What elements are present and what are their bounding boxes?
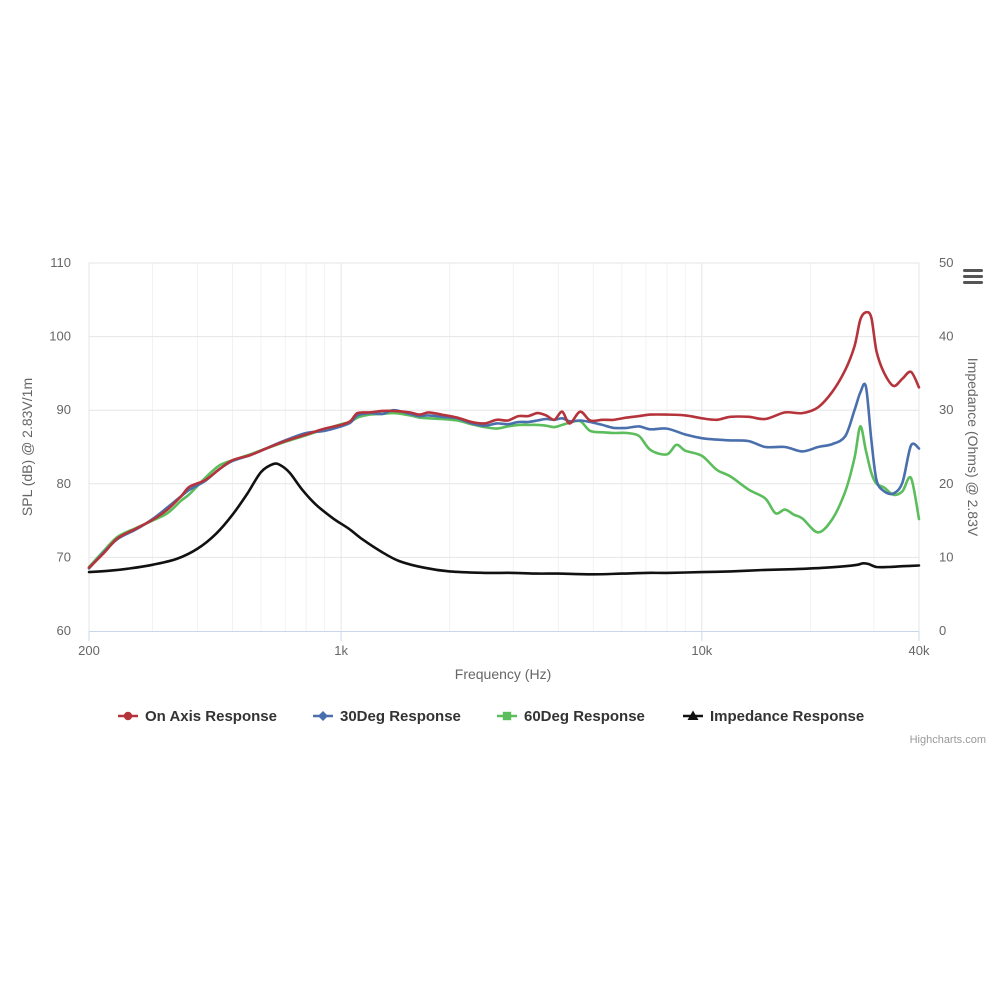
menu-bar	[963, 281, 983, 284]
y-tick-label: 100	[49, 329, 71, 344]
legend-circle-marker	[123, 711, 133, 721]
series-area	[87, 310, 921, 576]
x-tick-label: 200	[78, 643, 100, 658]
y2-tick-label: 0	[939, 623, 946, 638]
x-tick-label: 40k	[909, 643, 930, 658]
y-tick-label: 90	[57, 402, 71, 417]
menu-bar	[963, 269, 983, 272]
y-axis-title: SPL (dB) @ 2.83V/1m	[19, 378, 35, 516]
legend-item-on-axis-response[interactable]: On Axis Response	[118, 708, 277, 725]
y2-tick-label: 50	[939, 255, 953, 270]
y-tick-label: 80	[57, 476, 71, 491]
gridlines	[88, 262, 920, 631]
legend-item-impedance-response[interactable]: Impedance Response	[683, 708, 864, 725]
y2-tick-label: 20	[939, 476, 953, 491]
x-tick-label: 10k	[691, 643, 712, 658]
on-axis-response-line	[87, 310, 921, 569]
x-axis-title: Frequency (Hz)	[455, 666, 551, 682]
legend-label: Impedance Response	[710, 708, 864, 725]
axes: 200 1k 10k 40k 60 70 80 90 100 110 0 10 20 30 40 50	[49, 255, 953, 658]
legend-square-marker	[502, 711, 512, 721]
y-tick-label: 110	[50, 255, 71, 270]
y2-tick-label: 40	[939, 329, 953, 344]
60deg-response-line	[87, 411, 921, 569]
legend-triangle-marker	[687, 710, 699, 720]
legend-item-60deg-response[interactable]: 60Deg Response	[497, 708, 645, 725]
legend-label: 60Deg Response	[524, 708, 645, 725]
legend: On Axis Response 30Deg Response 60Deg Resp…	[118, 708, 864, 725]
legend-label: 30Deg Response	[340, 708, 461, 725]
legend-diamond-marker	[318, 711, 328, 721]
y2-tick-label: 30	[939, 402, 953, 417]
legend-item-30deg-response[interactable]: 30Deg Response	[313, 708, 461, 725]
30deg-response-line	[87, 382, 921, 570]
legend-label: On Axis Response	[145, 708, 277, 725]
y-tick-label: 70	[57, 549, 71, 564]
menu-bar	[963, 275, 983, 278]
y-tick-label: 60	[57, 623, 71, 638]
credits-link[interactable]: Highcharts.com	[910, 734, 986, 746]
hamburger-menu-icon[interactable]	[960, 266, 986, 288]
x-tick-label: 1k	[334, 643, 348, 658]
impedance-response-line	[87, 462, 921, 576]
y2-axis-title: Impedance (Ohms) @ 2.83V	[965, 358, 981, 537]
y2-tick-label: 10	[939, 549, 953, 564]
